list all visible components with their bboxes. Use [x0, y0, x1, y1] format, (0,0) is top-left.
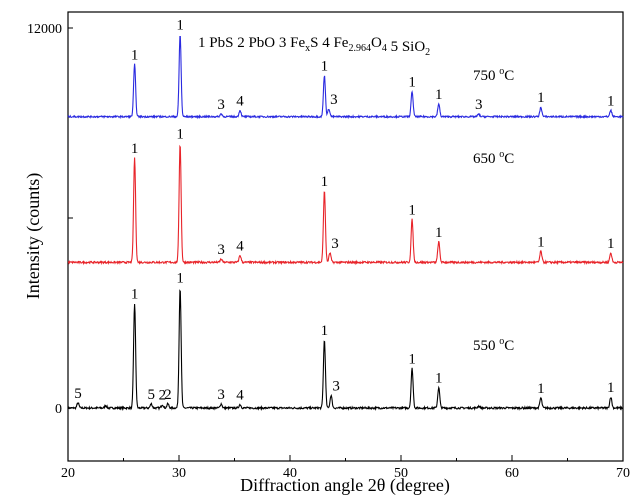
peak-label: 1: [607, 93, 615, 109]
peak-label: 3: [217, 387, 225, 403]
phase-legend: 1 PbS 2 PbO 3 FexS 4 Fe2.964O4 5 SiO2: [198, 35, 430, 58]
temperature-label-550: 550 oC: [473, 336, 514, 354]
peak-label: 2: [164, 387, 172, 403]
temperature-labels: 550 oC 650 oC 750 oC: [473, 66, 514, 354]
peak-label: 2: [159, 388, 167, 404]
y-tick-label: 0: [55, 402, 62, 417]
series-line-750: [67, 36, 624, 120]
peak-label: 1: [408, 203, 416, 219]
series-line-550: [67, 289, 624, 412]
peak-label: 1: [176, 271, 184, 287]
legend-num: 5: [387, 39, 402, 55]
legend-compound: Fe: [290, 35, 305, 51]
peak-label: 4: [236, 388, 244, 404]
peak-label: 1: [537, 234, 545, 250]
peak-label: 1: [321, 323, 329, 339]
legend-compound: Fe: [333, 35, 348, 51]
peak-label: 1: [408, 74, 416, 90]
peak-label: 5: [148, 387, 156, 403]
peak-label: 1: [435, 370, 443, 386]
peak-label: 1: [321, 174, 329, 190]
peak-label: 1: [408, 351, 416, 367]
peak-label: 1: [131, 141, 139, 157]
x-tick-label: 50: [394, 466, 408, 481]
peak-label: 1: [435, 225, 443, 241]
temperature-label-750: 750 oC: [473, 66, 514, 84]
legend-num: 1: [198, 35, 209, 51]
peak-label: 3: [217, 97, 225, 113]
x-tick-label: 20: [61, 466, 75, 481]
legend-compound: SiO: [402, 39, 426, 55]
peak-label: 1: [176, 127, 184, 143]
peak-label: 3: [331, 236, 339, 252]
x-tick-label: 70: [616, 466, 630, 481]
legend-compound: PbO: [248, 35, 275, 51]
peak-label: 1: [537, 90, 545, 106]
x-tick-label: 30: [172, 466, 186, 481]
peak-label: 1: [537, 381, 545, 397]
peak-label: 1: [176, 17, 184, 33]
peak-label: 1: [131, 287, 139, 303]
y-tick-label: 12000: [27, 22, 62, 37]
series-line-650: [67, 144, 624, 266]
peak-label: 3: [217, 242, 225, 258]
x-tick-label: 40: [283, 466, 297, 481]
y-axis-title: Intensity (counts): [23, 173, 44, 299]
temperature-label-650: 650 oC: [473, 149, 514, 167]
x-tick-label: 60: [505, 466, 519, 481]
x-axis-title: Diffraction angle 2θ (degree): [240, 475, 450, 496]
peak-label: 1: [131, 47, 139, 63]
peak-label: 5: [74, 386, 82, 402]
peak-label: 4: [236, 238, 244, 254]
series-lines: [67, 36, 624, 412]
peak-label: 1: [435, 87, 443, 103]
legend-compound: PbS: [209, 35, 233, 51]
peak-label: 3: [332, 378, 340, 394]
peak-label: 1: [607, 236, 615, 252]
legend-num: 4: [318, 35, 333, 51]
peak-label: 4: [236, 93, 244, 109]
legend-num: 2: [233, 35, 248, 51]
legend-num: 3: [275, 35, 290, 51]
peak-label: 1: [607, 380, 615, 396]
peak-label: 3: [475, 97, 483, 113]
peak-label: 1: [321, 59, 329, 75]
peak-label: 3: [330, 92, 338, 108]
